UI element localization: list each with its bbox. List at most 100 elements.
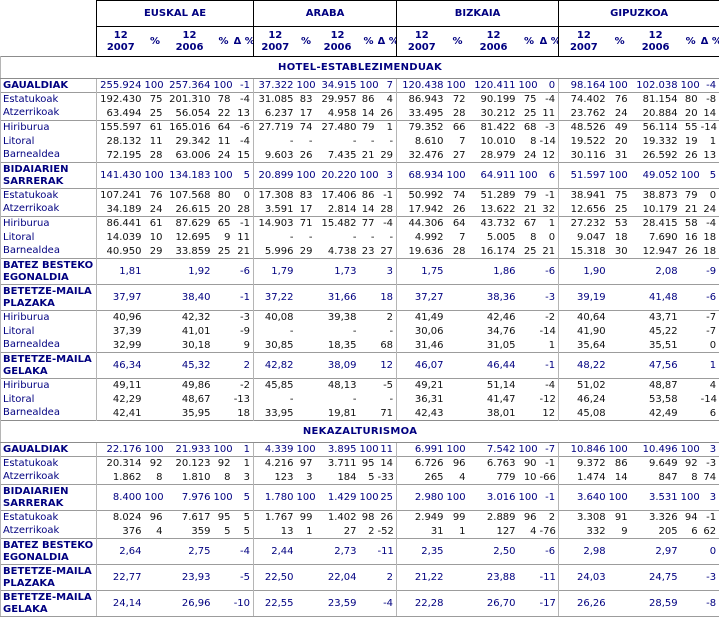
value-cell: 17	[297, 107, 316, 121]
value-cell: 23.762	[559, 107, 609, 121]
value-cell: 33,95	[254, 407, 297, 421]
value-cell: 37,27	[397, 285, 447, 311]
value-cell	[360, 353, 378, 379]
delta-cell: -1	[701, 511, 719, 525]
row-label: Estatukoak	[1, 189, 97, 203]
value-cell: -	[254, 231, 297, 245]
value-cell: 100	[214, 485, 234, 511]
value-cell: 26	[681, 149, 701, 163]
value-cell: 100	[214, 163, 234, 189]
value-cell: 15.482	[316, 217, 360, 231]
value-cell: 14.903	[254, 217, 297, 231]
value-cell: 75	[519, 93, 540, 107]
value-cell: 26	[681, 245, 701, 259]
value-cell	[214, 311, 234, 325]
value-cell: 9.372	[559, 457, 609, 471]
delta-cell: 3	[234, 471, 254, 485]
value-cell: 24	[145, 203, 166, 217]
delta-cell: -6	[701, 285, 719, 311]
delta-cell: -6	[234, 259, 254, 285]
value-cell: 34,76	[469, 325, 519, 339]
value-cell: 4.339	[254, 443, 297, 457]
value-cell	[214, 407, 234, 421]
delta-cell: -4	[378, 591, 397, 617]
value-cell: 92	[214, 457, 234, 471]
delta-cell: -9	[234, 325, 254, 339]
column-header: %	[609, 27, 631, 57]
value-cell	[681, 339, 701, 353]
column-header: %	[360, 27, 378, 57]
value-cell: 100	[214, 443, 234, 457]
delta-cell: 0	[701, 539, 719, 565]
value-cell: 1.767	[254, 511, 297, 525]
delta-cell: -11	[378, 539, 397, 565]
value-cell: 38,09	[316, 353, 360, 379]
delta-cell: 0	[234, 189, 254, 203]
delta-cell: -66	[540, 471, 559, 485]
value-cell: 2,98	[559, 539, 609, 565]
value-cell: 67	[519, 217, 540, 231]
value-cell: 28	[145, 149, 166, 163]
value-cell: 26,26	[559, 591, 609, 617]
row-label: Litoral	[1, 135, 97, 149]
value-cell: 14.039	[97, 231, 145, 245]
value-cell: 44.306	[397, 217, 447, 231]
value-cell: 6.237	[254, 107, 297, 121]
value-cell: 45,08	[559, 407, 609, 421]
delta-cell: -10	[234, 591, 254, 617]
value-cell: 3	[297, 471, 316, 485]
value-cell: 7.542	[469, 443, 519, 457]
value-cell: 100	[297, 163, 316, 189]
value-cell: 92	[145, 457, 166, 471]
value-cell	[519, 379, 540, 393]
value-cell: 79	[360, 121, 378, 135]
value-cell: 2.949	[397, 511, 447, 525]
delta-cell: 2	[234, 353, 254, 379]
value-cell: 29	[297, 245, 316, 259]
delta-cell: -52	[378, 525, 397, 539]
value-cell: 22	[214, 107, 234, 121]
value-cell: 5	[214, 525, 234, 539]
value-cell	[609, 565, 631, 591]
value-cell	[145, 539, 166, 565]
value-cell: 42,32	[166, 311, 214, 325]
value-cell: 3.640	[559, 485, 609, 511]
value-cell: 24,14	[97, 591, 145, 617]
delta-cell: -	[378, 325, 397, 339]
row-label: Estatukoak	[1, 93, 97, 107]
delta-cell: 5	[234, 525, 254, 539]
delta-cell: 14	[701, 107, 719, 121]
value-cell: 1,86	[469, 259, 519, 285]
delta-cell: -33	[378, 471, 397, 485]
delta-cell: 25	[378, 485, 397, 511]
value-cell: 27.232	[559, 217, 609, 231]
value-cell: 1.474	[559, 471, 609, 485]
value-cell: 55	[681, 121, 701, 135]
value-cell	[519, 393, 540, 407]
value-cell: 37,39	[97, 325, 145, 339]
value-cell: 20.884	[631, 107, 681, 121]
value-cell: 37.322	[254, 79, 297, 93]
delta-cell: 0	[540, 231, 559, 245]
delta-cell: -1	[234, 79, 254, 93]
value-cell: 24	[609, 107, 631, 121]
value-cell	[297, 353, 316, 379]
value-cell	[609, 393, 631, 407]
value-cell: 19	[681, 135, 701, 149]
delta-cell: 1	[378, 121, 397, 135]
value-cell: 49,21	[397, 379, 447, 393]
value-cell: 40,64	[559, 311, 609, 325]
value-cell: 38,36	[469, 285, 519, 311]
value-cell: 86.943	[397, 93, 447, 107]
row-label: Litoral	[1, 393, 97, 407]
value-cell: 13	[254, 525, 297, 539]
delta-cell: 32	[540, 203, 559, 217]
value-cell: 12.947	[631, 245, 681, 259]
